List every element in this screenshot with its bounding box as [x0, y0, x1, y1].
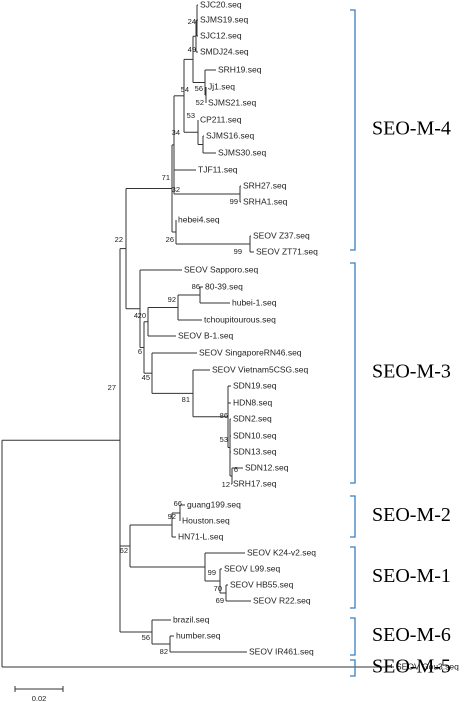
bootstrap-value: 4	[134, 311, 138, 320]
bootstrap-value: 49	[188, 45, 196, 54]
bootstrap-value: 27	[108, 383, 116, 392]
bootstrap-value: 6	[234, 465, 238, 474]
leaf-label: SJMS21.seq	[208, 97, 256, 107]
leaf-label: SJC12.seq	[200, 30, 242, 40]
clade-label: SEO-M-3	[372, 361, 451, 383]
clade-bracket	[350, 546, 356, 609]
bootstrap-value: 56	[195, 84, 203, 93]
leaf-label: hubei-1.seq	[232, 297, 277, 307]
leaf-label: SEOV K24-v2.seq	[247, 547, 316, 557]
leaf-label: SJMS30.seq	[218, 147, 266, 157]
leaf-label: humber.seq	[176, 630, 221, 640]
leaf-label: HN71-L.seq	[178, 531, 224, 541]
leaf-label: SEOV SingaporeRN46.seq	[199, 347, 302, 357]
clade-bracket	[350, 262, 356, 484]
bootstrap-value: 54	[181, 85, 189, 94]
bootstrap-value: 53	[187, 111, 195, 120]
leaf-label: SMDJ24.seq	[200, 46, 249, 56]
leaf-label: Jj1.seq	[208, 81, 235, 91]
leaf-label: TJF11.seq	[198, 164, 238, 174]
bootstrap-value: 92	[168, 512, 176, 521]
bootstrap-value: 12	[222, 480, 230, 489]
clade-bracket	[350, 617, 356, 656]
leaf-label: SEOV ZT71.seq	[256, 246, 318, 256]
bootstrap-value: 69	[216, 596, 224, 605]
leaf-label: CP211.seq	[200, 114, 242, 124]
clade-label: SEO-M-5	[372, 656, 451, 678]
bootstrap-value: 56	[142, 633, 150, 642]
clade-label: SEO-M-4	[372, 118, 451, 140]
bootstrap-value: 24	[188, 17, 196, 26]
clade-bracket	[350, 9, 356, 251]
leaf-label: SDN13.seq	[233, 446, 277, 456]
bootstrap-value: 26	[166, 235, 174, 244]
bootstrap-value: 86	[192, 282, 200, 291]
bootstrap-value: 45	[142, 373, 150, 382]
bootstrap-value: 32	[172, 185, 180, 194]
leaf-label: brazil.seq	[173, 614, 210, 624]
bootstrap-value: 62	[120, 546, 128, 555]
leaf-label: SJMS16.seq	[206, 130, 254, 140]
bootstrap-value: 52	[196, 98, 204, 107]
leaf-label: SEOV B-1.seq	[178, 330, 234, 340]
leaf-label: SEOV L99.seq	[224, 563, 281, 573]
bootstrap-value: 6	[138, 347, 142, 356]
leaf-label: SEOV IR461.seq	[249, 646, 314, 656]
leaf-label: SRH17.seq	[233, 478, 277, 488]
leaf-label: HDN8.seq	[233, 397, 272, 407]
bootstrap-value: 92	[168, 295, 176, 304]
leaf-label: SEOV Gou3.seq	[396, 661, 459, 671]
leaf-label: SJMS19.seq	[200, 14, 248, 24]
leaf-label: SEOV Z37.seq	[253, 230, 310, 240]
bootstrap-value: 81	[182, 395, 190, 404]
bootstrap-value: 86	[220, 411, 228, 420]
leaf-label: guang199.seq	[187, 499, 241, 509]
clade-label: SEO-M-1	[372, 565, 451, 587]
clade-label: SEO-M-2	[372, 504, 451, 526]
leaf-label: 80-39.seq	[205, 281, 243, 291]
leaf-label: SRH27.seq	[243, 180, 287, 190]
bootstrap-value: 22	[115, 235, 123, 244]
bootstrap-value: 70	[214, 584, 222, 593]
leaf-label: hebei4.seq	[178, 214, 220, 224]
leaf-label: SRH19.seq	[218, 64, 262, 74]
bootstrap-value: 53	[220, 435, 228, 444]
bootstrap-value: 99	[234, 247, 242, 256]
leaf-label: Houston.seq	[182, 515, 230, 525]
leaf-label: SDN2.seq	[233, 413, 272, 423]
leaf-label: SEOV R22.seq	[253, 595, 311, 605]
bootstrap-value: 99	[230, 197, 238, 206]
leaf-label: SJC20.seq	[200, 0, 242, 9]
leaf-label: SEOV Sapporo.seq	[184, 264, 258, 274]
bootstrap-value: 99	[208, 568, 216, 577]
leaf-label: SDN10.seq	[233, 430, 277, 440]
leaf-label: SRHA1.seq	[243, 196, 288, 206]
bootstrap-value: 82	[160, 647, 168, 656]
leaf-label: SDN12.seq	[245, 462, 289, 472]
leaf-label: SDN19.seq	[233, 380, 277, 390]
leaf-label: tchoupitourous.seq	[204, 314, 276, 324]
clade-label: SEO-M-6	[372, 624, 451, 646]
clade-bracket	[350, 495, 356, 538]
bootstrap-value: 71	[162, 173, 170, 182]
bootstrap-value: 20	[138, 311, 146, 320]
leaf-label: SEOV Vietnam5CSG.seq	[212, 364, 308, 374]
leaf-label: SEOV HB55.seq	[230, 579, 294, 589]
bootstrap-value: 66	[174, 499, 182, 508]
clade-bracket	[350, 659, 356, 677]
scale-label: 0.02	[32, 694, 47, 702]
bootstrap-value: 34	[172, 128, 180, 137]
